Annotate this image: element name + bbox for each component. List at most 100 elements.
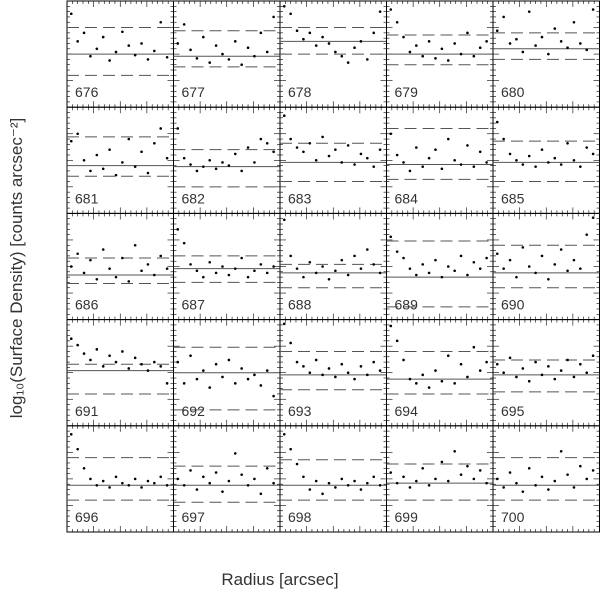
data-point (502, 137, 505, 141)
data-point (121, 256, 124, 260)
data-point (165, 267, 169, 270)
data-point (253, 161, 256, 164)
data-point (114, 360, 118, 364)
data-point (69, 139, 73, 143)
data-point (466, 31, 469, 35)
data-point (527, 154, 531, 158)
data-point (395, 20, 399, 24)
data-point (153, 273, 156, 277)
data-point (327, 154, 331, 158)
data-point (495, 252, 499, 256)
data-point (572, 159, 576, 162)
data-point (95, 153, 99, 157)
data-point (202, 165, 205, 168)
data-point (140, 42, 143, 45)
data-point (372, 475, 376, 479)
data-point (502, 15, 505, 19)
data-point (553, 377, 557, 381)
data-point (540, 148, 544, 151)
data-point (69, 337, 73, 341)
data-point (165, 382, 169, 385)
data-point (327, 277, 331, 281)
data-point (421, 263, 425, 266)
data-point (140, 362, 143, 366)
data-point (95, 348, 99, 351)
data-point (121, 350, 124, 353)
data-point (408, 267, 412, 270)
data-point (82, 466, 86, 470)
data-point (559, 163, 563, 166)
data-point (534, 360, 537, 364)
data-point (265, 271, 269, 275)
data-point (176, 477, 180, 481)
data-point (289, 341, 292, 345)
data-point (502, 486, 505, 489)
data-point (195, 377, 199, 381)
data-point (389, 132, 393, 136)
data-point (265, 369, 269, 372)
data-point (340, 54, 344, 58)
data-point (572, 20, 576, 24)
data-point (182, 483, 186, 487)
data-point (559, 248, 563, 251)
data-point (140, 269, 143, 273)
data-point (195, 169, 199, 173)
data-point (572, 375, 576, 379)
data-point (495, 120, 499, 124)
data-point (559, 369, 563, 372)
panel-label: 683 (288, 190, 312, 206)
data-point (108, 486, 111, 489)
panel-label: 686 (75, 297, 99, 313)
data-point (327, 42, 331, 45)
data-point (195, 57, 199, 60)
data-point (314, 159, 318, 162)
data-point (133, 53, 137, 57)
panel-label: 676 (75, 84, 99, 100)
data-point (114, 275, 118, 279)
data-point (378, 10, 382, 13)
data-point (495, 362, 499, 366)
data-point (395, 339, 399, 343)
data-point (553, 263, 557, 266)
y-axis-label: log₁₀(Surface Density) [counts arcsec⁻²] (7, 118, 26, 418)
data-point (76, 447, 79, 451)
data-point (478, 267, 482, 270)
data-point (366, 373, 369, 377)
panel-label: 684 (395, 190, 419, 206)
data-point (366, 58, 369, 61)
data-point (233, 382, 237, 385)
data-point (402, 35, 405, 39)
data-point (495, 477, 499, 481)
data-point (76, 40, 79, 43)
data-point (214, 362, 218, 366)
data-point (108, 148, 111, 151)
data-point (272, 394, 275, 398)
data-point (527, 466, 531, 470)
data-point (76, 132, 79, 136)
data-point (246, 146, 250, 149)
data-point (302, 365, 305, 368)
data-point (566, 46, 569, 50)
data-point (346, 61, 350, 64)
data-point (189, 48, 192, 52)
data-point (240, 473, 243, 476)
data-point (202, 369, 205, 372)
data-point (579, 362, 582, 366)
data-point (440, 47, 444, 51)
data-point (585, 477, 589, 481)
data-point (259, 263, 263, 266)
data-point (259, 384, 263, 387)
data-point (295, 29, 299, 33)
data-point (272, 481, 275, 485)
data-point (221, 161, 224, 164)
data-point (295, 462, 299, 466)
data-point (553, 27, 557, 30)
data-point (402, 256, 405, 260)
data-point (127, 280, 131, 283)
data-point (521, 367, 525, 370)
data-point (253, 477, 256, 481)
data-point (101, 35, 105, 39)
panel-label: 697 (182, 509, 206, 525)
data-point (395, 481, 399, 485)
data-point (140, 486, 143, 489)
